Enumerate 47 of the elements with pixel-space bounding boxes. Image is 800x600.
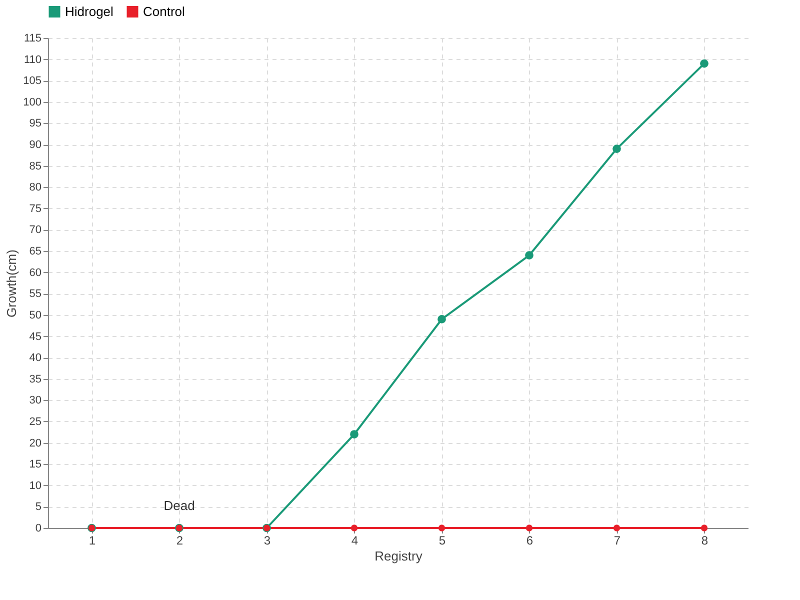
point [612, 144, 621, 153]
y-tick-label: 0 [35, 522, 42, 534]
y-tick-label: 55 [29, 288, 42, 300]
y-axis-title: Growth(cm) [4, 250, 20, 318]
y-tick-label: 50 [29, 309, 42, 322]
y-tick-label: 35 [29, 373, 42, 386]
y-tick-label: 115 [24, 32, 42, 44]
x-tick-label: 2 [176, 534, 184, 548]
y-tick-label: 80 [29, 182, 42, 194]
x-tick-label: 3 [264, 534, 271, 548]
y-tick-label: 30 [29, 394, 42, 407]
point [438, 524, 446, 532]
y-tick-label: 25 [29, 416, 42, 428]
point [526, 524, 533, 532]
x-axis-title: Registry [374, 548, 423, 564]
y-tick-label: 85 [29, 160, 42, 172]
point [350, 524, 358, 532]
y-tick-label: 20 [29, 437, 42, 450]
x-tick-label: 1 [88, 534, 96, 548]
y-tick-label: 90 [29, 139, 42, 152]
y-tick-label: 5 [35, 501, 42, 514]
y-tick-label: 70 [29, 224, 42, 236]
point [350, 430, 358, 438]
y-tick-label: 110 [24, 54, 42, 66]
point [525, 251, 534, 260]
point [613, 524, 620, 532]
x-tick-label: 6 [526, 534, 534, 548]
y-tick-label: 100 [23, 96, 42, 108]
y-tick-label: 40 [29, 352, 42, 364]
point [438, 315, 446, 324]
y-tick-label: 10 [29, 480, 42, 492]
legend-label: Hidrogel [65, 4, 114, 19]
point [700, 59, 708, 68]
y-tick-label: 45 [29, 330, 42, 343]
y-tick-label: 15 [29, 458, 42, 471]
annotation: Dead [164, 498, 195, 513]
x-tick-label: 7 [614, 534, 621, 548]
point [700, 524, 708, 532]
x-tick-label: 4 [351, 534, 358, 548]
x-tick-label: 5 [438, 534, 446, 548]
legend-label: Control [143, 4, 186, 19]
y-tick-label: 75 [29, 202, 42, 215]
x-tick-label: 8 [701, 534, 708, 548]
y-tick-label: 95 [29, 118, 42, 130]
y-tick-label: 105 [23, 75, 42, 88]
y-tick-label: 65 [29, 246, 42, 258]
y-tick-label: 60 [29, 266, 42, 279]
